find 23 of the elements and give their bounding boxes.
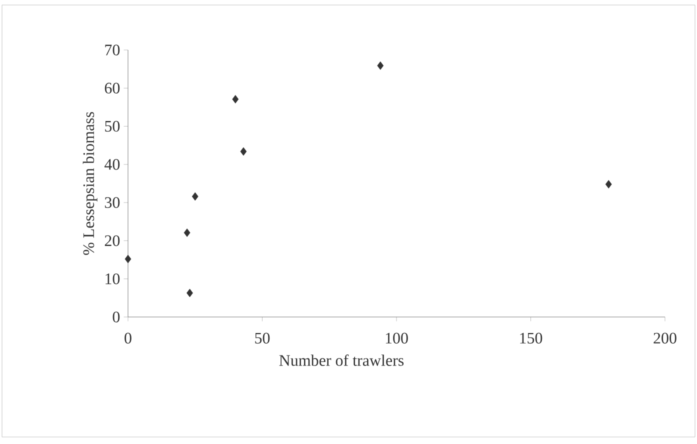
point [605, 180, 612, 188]
point [186, 288, 193, 298]
point [184, 228, 190, 237]
y-tick-label: 70 [105, 44, 120, 56]
y-tick-label: 60 [104, 82, 120, 94]
y-tick-label: 30 [104, 197, 120, 208]
y-tick-label: 0 [112, 312, 120, 322]
y-tick-label: 40 [104, 159, 120, 170]
y-tick-label: 10 [106, 273, 120, 284]
x-tick-label: 150 [520, 332, 542, 344]
point [192, 192, 198, 201]
x-tick-label: 100 [386, 332, 408, 344]
x-tick-label: 0 [124, 332, 132, 344]
point [232, 95, 239, 104]
y-tick-label: 50 [105, 120, 120, 132]
y-axis-title: % Lessepsian biomass [82, 112, 98, 255]
x-axis-title: Number of trawlers [279, 354, 404, 366]
point [240, 147, 247, 156]
y-tick-label: 20 [104, 235, 120, 246]
x-tick-label: 200 [654, 332, 676, 344]
point [377, 61, 384, 70]
point [124, 254, 132, 264]
x-tick-label: 50 [255, 332, 270, 344]
